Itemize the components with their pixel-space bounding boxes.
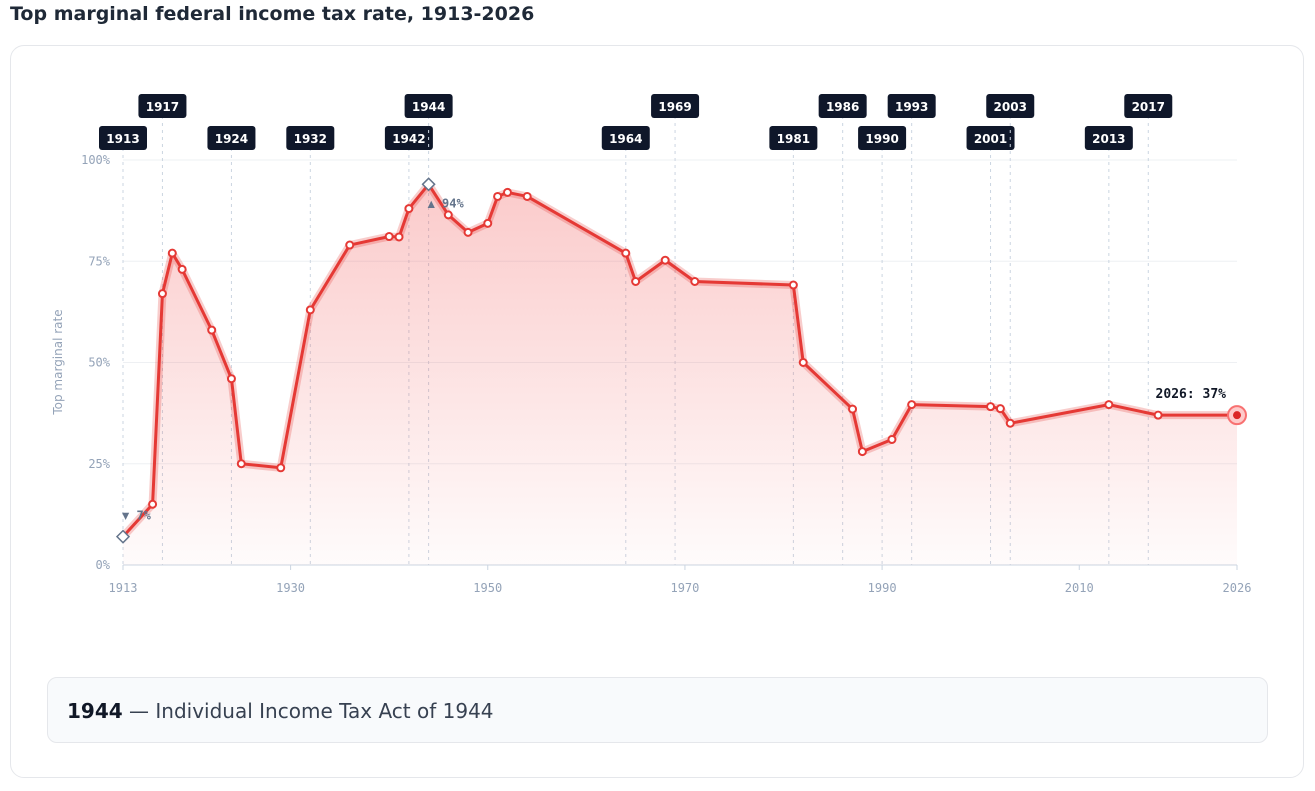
y-tick-label: 25% — [88, 457, 110, 471]
event-tag — [404, 94, 453, 118]
card — [10, 45, 1304, 778]
y-tick-label: 100% — [81, 153, 111, 167]
x-tick-label: 1990 — [868, 581, 897, 595]
extreme-marker — [421, 177, 436, 192]
point — [857, 447, 867, 457]
point — [848, 404, 858, 414]
point — [167, 248, 177, 258]
point — [345, 240, 355, 250]
event-label: 2017 — [1132, 100, 1165, 114]
event-tag — [986, 94, 1035, 118]
event-label: 1913 — [106, 132, 139, 146]
x-tick-label: 1950 — [473, 581, 502, 595]
event-label: 1969 — [658, 100, 691, 114]
end-point — [1233, 411, 1241, 420]
event-tag — [207, 126, 256, 150]
point — [384, 232, 394, 242]
point — [443, 210, 453, 220]
event-tag — [887, 94, 936, 118]
point — [907, 400, 917, 410]
x-tick-label: 2010 — [1065, 581, 1094, 595]
point — [207, 325, 217, 335]
point — [1005, 418, 1015, 428]
point — [148, 499, 158, 509]
extreme-label: ▼ 7% — [122, 509, 152, 523]
y-axis-label: Top marginal rate — [51, 309, 65, 415]
event-label: 1917 — [146, 100, 179, 114]
event-tag — [601, 126, 650, 150]
extreme-marker — [115, 529, 131, 544]
point — [305, 305, 315, 315]
x-tick-label: 1930 — [276, 581, 305, 595]
event-tag — [99, 126, 147, 150]
point — [493, 191, 503, 201]
event-tag — [858, 126, 907, 150]
point — [394, 232, 404, 242]
event-label: 1986 — [826, 100, 859, 114]
point — [226, 374, 236, 384]
event-label: 1944 — [412, 100, 445, 114]
point — [404, 204, 414, 214]
y-tick-label: 0% — [96, 558, 111, 572]
point — [177, 264, 187, 274]
footer-note: 1944 — Individual Income Tax Act of 1944 — [47, 677, 1268, 743]
event-label: 2013 — [1092, 132, 1125, 146]
point — [631, 277, 641, 286]
point — [522, 191, 532, 201]
page-title: Top marginal federal income tax rate, 19… — [10, 3, 535, 25]
point — [236, 459, 246, 469]
x-tick-label: 1913 — [109, 581, 138, 595]
event-tag — [138, 94, 187, 118]
point — [157, 289, 167, 299]
x-tick-label: 2026 — [1223, 581, 1252, 595]
point — [502, 187, 512, 197]
point — [1104, 400, 1114, 410]
event-label: 1990 — [865, 132, 898, 146]
footer-text: — Individual Income Tax Act of 1944 — [129, 699, 494, 723]
event-tag — [1084, 126, 1133, 150]
point — [995, 404, 1005, 414]
event-label: 1981 — [777, 132, 810, 146]
point — [463, 227, 473, 237]
event-label: 1993 — [895, 100, 928, 114]
event-tag — [966, 126, 1015, 150]
area — [123, 184, 1237, 566]
point — [276, 463, 286, 473]
point — [887, 434, 897, 444]
point — [483, 218, 493, 228]
point — [788, 280, 798, 290]
point — [621, 248, 631, 258]
event-label: 1964 — [609, 132, 642, 146]
event-tag — [1124, 94, 1173, 118]
event-tag — [769, 126, 818, 150]
y-tick-label: 50% — [88, 356, 110, 370]
x-tick-label: 1970 — [670, 581, 699, 595]
point — [798, 358, 808, 367]
point — [690, 277, 700, 286]
event-label: 1942 — [392, 132, 425, 146]
event-label: 2001 — [974, 132, 1007, 146]
event-label: 2003 — [994, 100, 1027, 114]
footer-year: 1944 — [67, 699, 123, 723]
event-label: 1932 — [294, 132, 327, 146]
event-tag — [818, 94, 867, 118]
point — [1153, 410, 1163, 420]
y-tick-label: 75% — [88, 254, 110, 268]
event-label: 1924 — [215, 132, 248, 146]
event-tag — [651, 94, 700, 118]
event-tag — [384, 126, 433, 150]
point — [986, 402, 996, 412]
extreme-label: ▲ 94% — [428, 196, 465, 210]
point — [660, 255, 670, 265]
event-tag — [286, 126, 335, 150]
end-label: 2026: 37% — [1156, 387, 1227, 402]
